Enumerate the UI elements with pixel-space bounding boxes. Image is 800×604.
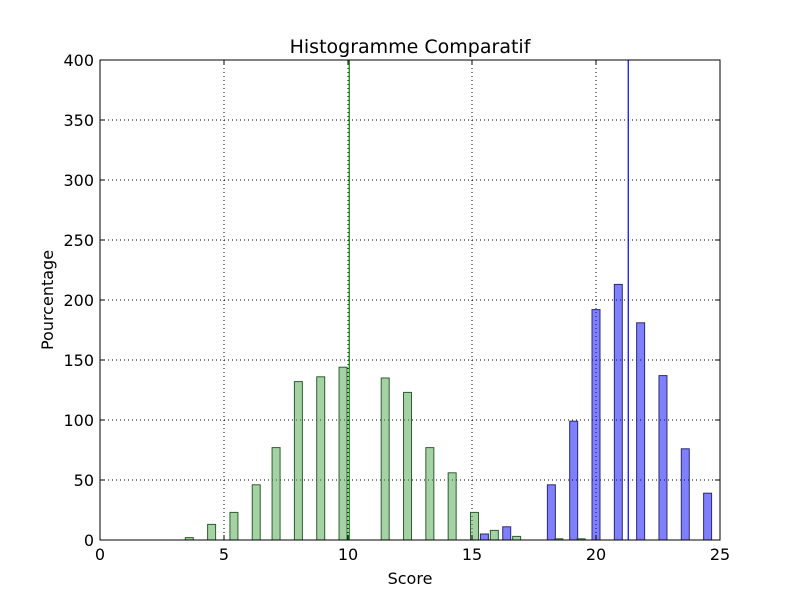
x-tick-label: 10 (338, 545, 358, 564)
histogram-bar (569, 420, 579, 541)
histogram-bar (703, 492, 713, 541)
histogram-bar (293, 381, 303, 541)
histogram-bar (502, 526, 512, 541)
histogram-bar (479, 533, 489, 541)
histogram-bar (403, 391, 413, 541)
y-tick-label: 150 (63, 351, 94, 370)
y-tick-label: 250 (63, 231, 94, 250)
y-tick-label: 0 (84, 531, 94, 550)
y-tick-label: 350 (63, 111, 94, 130)
x-tick-label: 0 (95, 545, 105, 564)
histogram-bar (380, 377, 390, 541)
histogram-bar (591, 309, 601, 541)
y-tick-label: 50 (74, 471, 94, 490)
x-tick-label: 5 (219, 545, 229, 564)
y-tick-label: 100 (63, 411, 94, 430)
histogram-bar (613, 283, 623, 541)
x-tick-label: 15 (462, 545, 482, 564)
y-tick-label: 300 (63, 171, 94, 190)
chart-title: Histogramme Comparatif (290, 36, 532, 58)
y-tick-label: 400 (63, 51, 94, 70)
histogram-bar (271, 447, 281, 541)
histogram-bar (425, 447, 435, 541)
histogram-bar (680, 448, 690, 541)
histogram-bar (489, 529, 499, 541)
histogram-bar (207, 523, 217, 541)
histogram-bar (338, 366, 348, 541)
histogram-bar (251, 484, 261, 541)
mean-lines (348, 60, 629, 540)
histogram-bar (658, 375, 668, 541)
histogram-bar (447, 472, 457, 541)
x-tick-label: 20 (586, 545, 606, 564)
y-axis-label: Pourcentage (38, 250, 57, 350)
x-tick-label: 25 (710, 545, 730, 564)
histogram-bar (636, 322, 646, 541)
histogram-bar (229, 511, 239, 541)
histogram-bar (316, 376, 326, 541)
y-tick-label: 200 (63, 291, 94, 310)
x-axis-label: Score (388, 569, 433, 588)
histogram-bar (546, 484, 556, 541)
bars (184, 283, 713, 541)
histogram-bar (512, 535, 522, 541)
